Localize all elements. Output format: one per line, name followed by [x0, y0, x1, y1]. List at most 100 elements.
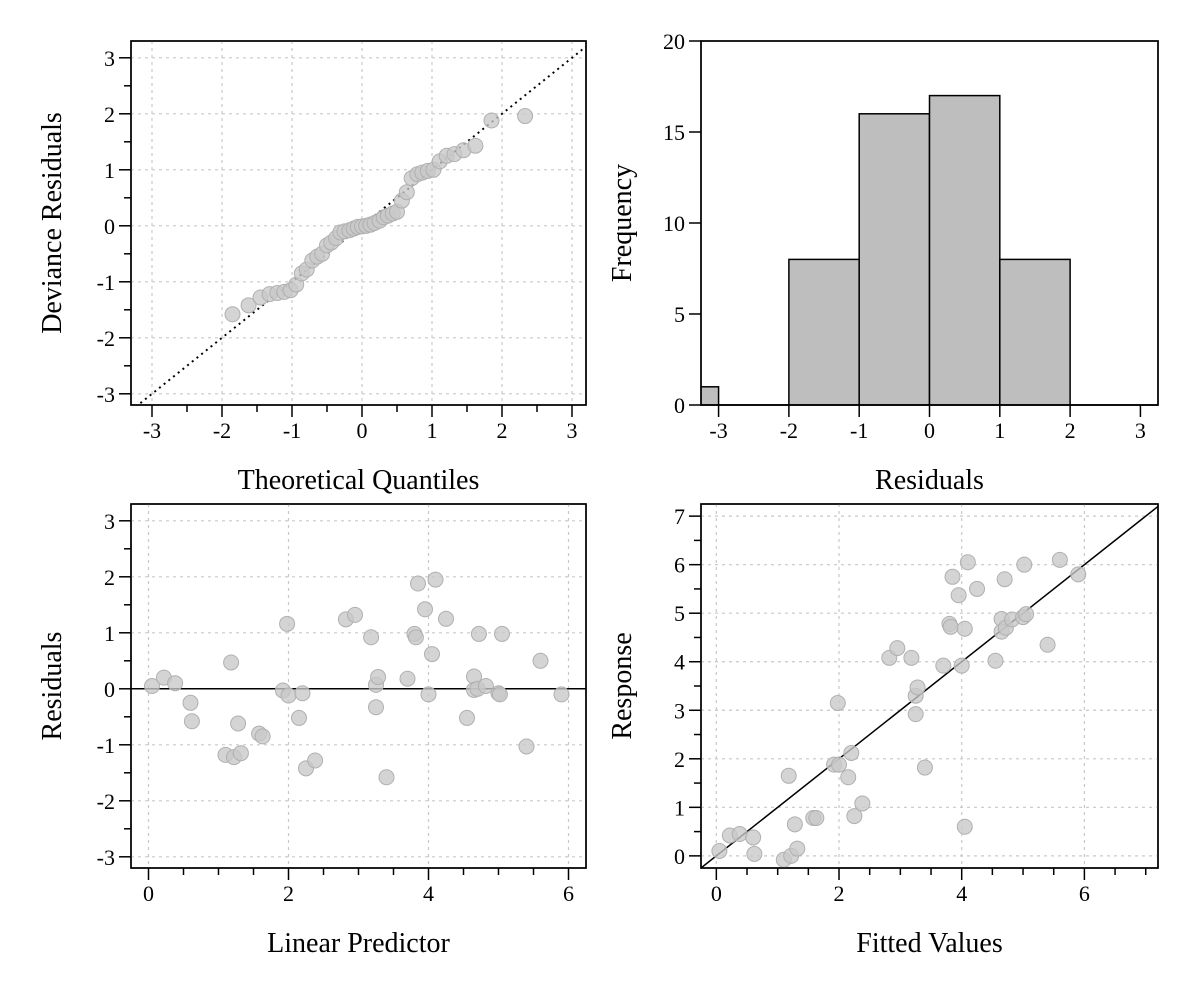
data-point: [909, 679, 926, 696]
x-tick-label: 0: [711, 881, 722, 906]
data-point: [407, 629, 424, 646]
data-point: [953, 657, 970, 674]
data-point: [745, 829, 762, 846]
x-tick-label: 0: [924, 418, 935, 443]
y-tick-label: 0: [104, 214, 115, 239]
x-tick-label: -1: [850, 418, 868, 443]
histogram-bar: [999, 258, 1071, 405]
y-tick-label: 15: [663, 120, 685, 145]
y-tick-label: 1: [674, 795, 685, 820]
data-point: [780, 767, 797, 784]
data-point: [846, 808, 863, 825]
y-tick-label: 20: [663, 29, 685, 54]
data-point: [711, 843, 728, 860]
y-tick-label: 3: [104, 509, 115, 534]
x-tick-label: 4: [956, 881, 967, 906]
data-point: [427, 571, 444, 588]
x-tick-label: 4: [423, 881, 434, 906]
data-point: [230, 715, 247, 732]
data-point: [254, 728, 271, 745]
x-tick-label: 1: [427, 418, 438, 443]
x-tick-label: 2: [497, 418, 508, 443]
data-point: [494, 625, 510, 642]
data-point: [518, 738, 535, 755]
x-tick-label: -3: [709, 418, 727, 443]
data-point: [420, 686, 437, 703]
y-tick-label: 6: [674, 553, 685, 578]
data-point: [731, 826, 748, 843]
y-tick-label: 5: [674, 601, 685, 626]
data-point: [889, 640, 906, 657]
data-point: [410, 575, 426, 592]
y-tick-label: -2: [97, 789, 115, 814]
qq-plot-panel: -3 -2 -1 0 1 2 3 -3 -2 -1 0 1 2 3 Theoretical Quantile…: [37, 40, 587, 496]
y-tick-label: 0: [104, 677, 115, 702]
data-point: [935, 657, 952, 674]
data-point: [294, 685, 311, 702]
x-tick-label: -1: [283, 418, 301, 443]
x-tick-label: 3: [567, 418, 578, 443]
data-point: [167, 675, 184, 692]
x-tick-label: 3: [1135, 418, 1146, 443]
x-tick-label: 6: [1079, 881, 1090, 906]
y-tick-label: -1: [97, 270, 115, 295]
data-point: [347, 606, 363, 623]
data-point: [459, 709, 475, 726]
data-point: [843, 744, 860, 761]
data-point: [291, 709, 307, 726]
data-point: [854, 795, 871, 812]
x-tick-label: 0: [357, 418, 368, 443]
y-tick-label: 2: [104, 565, 115, 590]
data-point: [831, 756, 848, 773]
y-tick-label: 2: [674, 747, 685, 772]
x-axis-label: Linear Predictor: [267, 928, 450, 959]
y-tick-label: 3: [674, 698, 685, 723]
histogram-bar: [928, 94, 1001, 405]
histogram-bar: [858, 113, 931, 405]
data-point: [1018, 606, 1035, 623]
y-tick-label: -3: [97, 382, 115, 407]
reference-line: [136, 45, 586, 405]
y-tick-label: 2: [104, 102, 115, 127]
y-tick-label: 10: [663, 211, 685, 236]
y-axis-label: Deviance Residuals: [37, 112, 68, 334]
histogram-bar: [701, 386, 720, 405]
data-point: [424, 646, 440, 663]
x-tick-label: 0: [143, 881, 154, 906]
y-tick-label: -1: [97, 733, 115, 758]
x-tick-label: -2: [213, 418, 231, 443]
x-tick-label: 1: [994, 418, 1005, 443]
reference-line: [701, 505, 1158, 868]
plot-frame: [130, 503, 587, 869]
data-point: [223, 654, 240, 671]
data-point: [240, 297, 257, 314]
data-point: [789, 840, 806, 857]
data-point: [1051, 551, 1068, 568]
data-point: [417, 601, 433, 618]
data-point: [399, 670, 416, 687]
data-point: [903, 649, 920, 666]
data-point: [746, 845, 763, 862]
data-point: [944, 568, 961, 585]
data-point: [956, 620, 973, 637]
plot-border: [130, 40, 587, 406]
data-point: [224, 306, 241, 323]
data-point: [840, 769, 857, 786]
x-axis-label: Residuals: [875, 465, 984, 496]
residuals-vs-linear-predictor-panel: 0 2 4 6 -3 -2 -1 0 1 2 3 Linear Predictor Residuals: [37, 503, 587, 959]
y-axis-label: Frequency: [607, 164, 638, 282]
data-point: [438, 610, 454, 627]
data-point: [1070, 566, 1087, 583]
data-point: [483, 112, 500, 129]
data-point: [477, 678, 494, 694]
data-point: [969, 580, 986, 597]
data-point: [363, 629, 380, 646]
y-tick-label: 1: [104, 158, 115, 183]
data-point: [956, 818, 973, 835]
data-point: [786, 816, 803, 833]
data-point: [467, 137, 484, 154]
y-tick-label: -3: [97, 845, 115, 870]
data-point: [829, 694, 846, 711]
data-point: [470, 625, 487, 642]
